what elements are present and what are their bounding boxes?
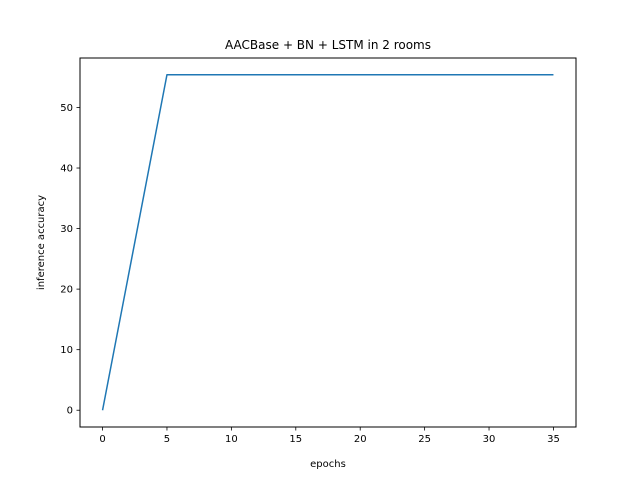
y-tick-label: 0 (67, 406, 73, 417)
y-tick-label: 40 (60, 164, 73, 175)
x-tick-label: 10 (225, 434, 238, 445)
x-tick-label: 15 (289, 434, 302, 445)
x-tick-label: 20 (354, 434, 367, 445)
x-tick-label: 25 (418, 434, 431, 445)
y-tick-label: 20 (60, 285, 73, 296)
y-tick-label: 30 (60, 224, 73, 235)
plot-area (80, 58, 576, 427)
x-tick-label: 30 (483, 434, 496, 445)
chart-title: AACBase + BN + LSTM in 2 rooms (225, 38, 431, 52)
y-tick-label: 50 (60, 103, 73, 114)
x-tick-label: 35 (547, 434, 560, 445)
x-axis-label: epochs (310, 459, 346, 470)
plot-frame (79, 57, 577, 428)
x-tick-label: 0 (99, 434, 105, 445)
y-axis-label: inference accuracy (36, 195, 47, 290)
y-tick-label: 10 (60, 345, 73, 356)
x-tick-label: 5 (164, 434, 170, 445)
series-line (101, 74, 554, 411)
